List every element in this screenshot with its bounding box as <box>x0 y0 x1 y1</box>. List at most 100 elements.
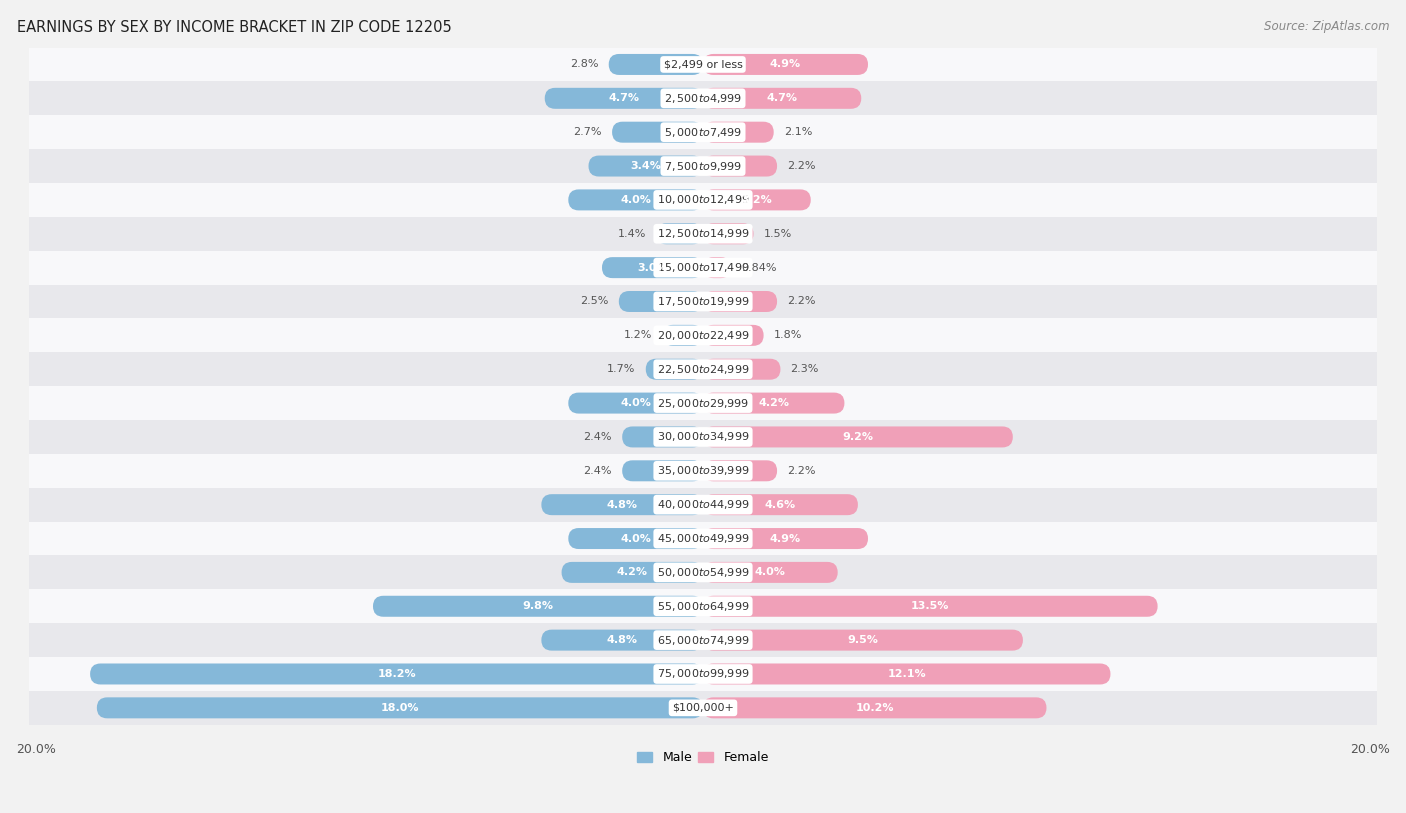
FancyBboxPatch shape <box>645 359 703 380</box>
FancyBboxPatch shape <box>703 155 778 176</box>
FancyBboxPatch shape <box>703 291 778 312</box>
Text: 4.7%: 4.7% <box>609 93 640 103</box>
FancyBboxPatch shape <box>612 122 703 142</box>
Text: 10.2%: 10.2% <box>855 703 894 713</box>
Text: $25,000 to $29,999: $25,000 to $29,999 <box>657 397 749 410</box>
Bar <box>30 217 1376 250</box>
Text: 18.0%: 18.0% <box>381 703 419 713</box>
Bar <box>30 47 1376 81</box>
Text: $2,500 to $4,999: $2,500 to $4,999 <box>664 92 742 105</box>
Text: 4.0%: 4.0% <box>755 567 786 577</box>
Text: $10,000 to $12,499: $10,000 to $12,499 <box>657 193 749 207</box>
Text: 2.8%: 2.8% <box>569 59 599 69</box>
Bar <box>30 555 1376 589</box>
Bar <box>30 589 1376 624</box>
Text: 1.5%: 1.5% <box>763 228 792 239</box>
Bar <box>30 454 1376 488</box>
Text: $65,000 to $74,999: $65,000 to $74,999 <box>657 633 749 646</box>
Text: EARNINGS BY SEX BY INCOME BRACKET IN ZIP CODE 12205: EARNINGS BY SEX BY INCOME BRACKET IN ZIP… <box>17 20 451 35</box>
Text: 2.2%: 2.2% <box>787 297 815 307</box>
Text: $20,000 to $22,499: $20,000 to $22,499 <box>657 328 749 341</box>
Text: 4.8%: 4.8% <box>606 635 638 646</box>
Text: 4.0%: 4.0% <box>620 195 651 205</box>
FancyBboxPatch shape <box>373 596 703 617</box>
Bar <box>30 250 1376 285</box>
Bar <box>30 81 1376 115</box>
FancyBboxPatch shape <box>703 224 754 244</box>
Text: $2,499 or less: $2,499 or less <box>664 59 742 69</box>
Text: 4.2%: 4.2% <box>758 398 789 408</box>
FancyBboxPatch shape <box>703 663 1111 685</box>
Text: $30,000 to $34,999: $30,000 to $34,999 <box>657 430 749 443</box>
Text: 9.5%: 9.5% <box>848 635 879 646</box>
Text: $15,000 to $17,499: $15,000 to $17,499 <box>657 261 749 274</box>
Text: 2.2%: 2.2% <box>787 466 815 476</box>
Bar <box>30 691 1376 724</box>
Text: $35,000 to $39,999: $35,000 to $39,999 <box>657 464 749 477</box>
FancyBboxPatch shape <box>703 494 858 515</box>
FancyBboxPatch shape <box>703 698 1046 719</box>
Bar <box>30 420 1376 454</box>
FancyBboxPatch shape <box>703 122 773 142</box>
Text: $22,500 to $24,999: $22,500 to $24,999 <box>657 363 749 376</box>
Bar <box>30 183 1376 217</box>
Text: 2.1%: 2.1% <box>783 127 813 137</box>
FancyBboxPatch shape <box>703 629 1024 650</box>
FancyBboxPatch shape <box>97 698 703 719</box>
Text: 1.2%: 1.2% <box>624 330 652 341</box>
Text: 4.7%: 4.7% <box>766 93 797 103</box>
Text: 2.5%: 2.5% <box>581 297 609 307</box>
Text: 1.4%: 1.4% <box>617 228 645 239</box>
Text: $75,000 to $99,999: $75,000 to $99,999 <box>657 667 749 680</box>
Text: 4.0%: 4.0% <box>620 398 651 408</box>
FancyBboxPatch shape <box>544 88 703 109</box>
FancyBboxPatch shape <box>703 393 845 414</box>
FancyBboxPatch shape <box>703 528 868 549</box>
FancyBboxPatch shape <box>90 663 703 685</box>
FancyBboxPatch shape <box>541 629 703 650</box>
Bar <box>30 149 1376 183</box>
Text: 0.84%: 0.84% <box>741 263 778 272</box>
Text: 18.2%: 18.2% <box>377 669 416 679</box>
Text: 1.7%: 1.7% <box>607 364 636 374</box>
Text: 13.5%: 13.5% <box>911 602 949 611</box>
Text: 4.6%: 4.6% <box>765 500 796 510</box>
FancyBboxPatch shape <box>703 189 811 211</box>
Bar <box>30 657 1376 691</box>
Text: $100,000+: $100,000+ <box>672 703 734 713</box>
FancyBboxPatch shape <box>703 88 862 109</box>
FancyBboxPatch shape <box>589 155 703 176</box>
Text: 4.9%: 4.9% <box>770 533 801 544</box>
Text: 2.2%: 2.2% <box>787 161 815 171</box>
FancyBboxPatch shape <box>619 291 703 312</box>
Text: 2.4%: 2.4% <box>583 432 612 442</box>
FancyBboxPatch shape <box>703 596 1157 617</box>
Text: Source: ZipAtlas.com: Source: ZipAtlas.com <box>1264 20 1389 33</box>
FancyBboxPatch shape <box>602 257 703 278</box>
Bar <box>30 386 1376 420</box>
Text: 9.8%: 9.8% <box>523 602 554 611</box>
Text: 2.3%: 2.3% <box>790 364 818 374</box>
Text: $5,000 to $7,499: $5,000 to $7,499 <box>664 126 742 139</box>
Bar <box>30 488 1376 522</box>
Text: 3.4%: 3.4% <box>630 161 661 171</box>
FancyBboxPatch shape <box>568 189 703 211</box>
FancyBboxPatch shape <box>703 427 1012 447</box>
FancyBboxPatch shape <box>561 562 703 583</box>
FancyBboxPatch shape <box>662 325 703 346</box>
FancyBboxPatch shape <box>623 427 703 447</box>
FancyBboxPatch shape <box>655 224 703 244</box>
Bar <box>30 522 1376 555</box>
Bar <box>30 624 1376 657</box>
Text: 4.2%: 4.2% <box>617 567 648 577</box>
FancyBboxPatch shape <box>568 528 703 549</box>
FancyBboxPatch shape <box>703 562 838 583</box>
FancyBboxPatch shape <box>568 393 703 414</box>
Text: $50,000 to $54,999: $50,000 to $54,999 <box>657 566 749 579</box>
FancyBboxPatch shape <box>703 54 868 75</box>
Bar <box>30 285 1376 319</box>
Text: $7,500 to $9,999: $7,500 to $9,999 <box>664 159 742 172</box>
Text: 2.4%: 2.4% <box>583 466 612 476</box>
Text: 4.8%: 4.8% <box>606 500 638 510</box>
Text: 3.2%: 3.2% <box>741 195 772 205</box>
